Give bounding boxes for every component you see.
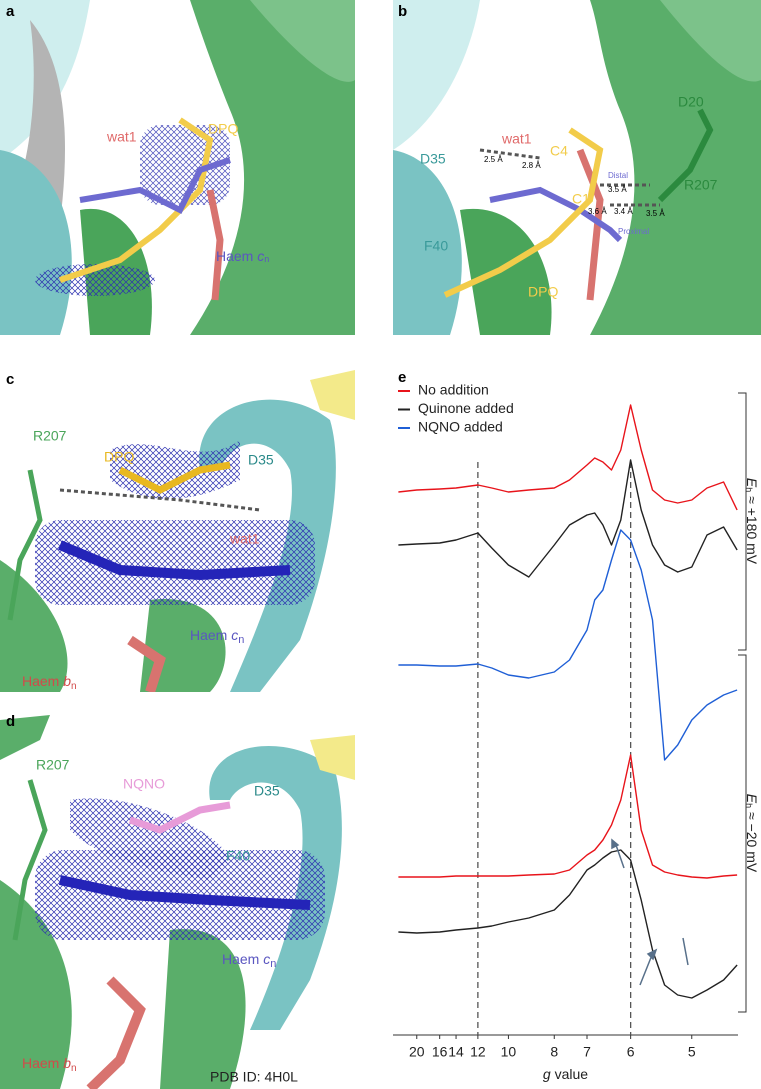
label: wat1 [106, 129, 137, 145]
label: g [543, 1066, 551, 1082]
label: DPQ [104, 449, 134, 465]
label: Haem cn [190, 627, 244, 646]
panel-label: c [6, 371, 14, 388]
label: Distal [608, 171, 628, 180]
label: b [63, 673, 71, 689]
panel-c-image [0, 368, 355, 692]
label: h [744, 487, 754, 492]
arrow [611, 838, 689, 986]
label: 3.5 Å [646, 209, 665, 218]
label: Haem bn [22, 673, 77, 692]
spectrum [398, 529, 738, 761]
label: Haem bn [22, 1055, 77, 1074]
label: NQNO [123, 776, 165, 792]
label: ≈ −20 mV [744, 812, 760, 873]
panel-label: d [6, 713, 15, 730]
label: n [238, 634, 244, 646]
label: 2.8 Å [522, 161, 541, 170]
label: 2.5 Å [484, 155, 503, 164]
label: D35 [420, 151, 446, 167]
label: C1 [572, 191, 590, 207]
label: C4 [550, 143, 568, 159]
label: n [264, 254, 269, 264]
label: Haem [22, 1055, 59, 1071]
label: c [263, 951, 270, 967]
label: b [63, 1055, 71, 1071]
chart: 20 16 14 12 10 8 7 6 5 g value No addition Quinone … [393, 382, 760, 1082]
panel-label: e [398, 369, 406, 386]
label: Haem [222, 951, 259, 967]
label: n [71, 1063, 77, 1074]
label: c [231, 627, 238, 643]
legend-label: No addition [418, 382, 489, 398]
x-tick-label: 20 [409, 1044, 425, 1060]
label: Haem cn [216, 248, 269, 265]
x-tick-label: 16 [432, 1044, 448, 1060]
spectrum [398, 849, 738, 999]
spectrum [398, 459, 738, 578]
label: R207 [36, 757, 70, 773]
label: Proximal [618, 227, 649, 236]
bracket [738, 392, 747, 1013]
label: E [744, 478, 760, 488]
x-tick-label: 5 [688, 1044, 696, 1060]
label: h [744, 803, 754, 808]
label: D20 [678, 94, 704, 110]
label: PDB ID: 4H0L [210, 1069, 298, 1085]
label: F40 [226, 848, 250, 864]
label: value [555, 1066, 589, 1082]
label: Haem [216, 248, 253, 264]
panel-b-image [393, 0, 761, 335]
label: wat1 [229, 531, 260, 547]
x-tick-label: 12 [470, 1044, 486, 1060]
label: 3.4 Å [614, 207, 633, 216]
label: R207 [684, 177, 718, 193]
label: F40 [424, 238, 448, 254]
label: DPQ [528, 284, 558, 300]
label: R207 [33, 428, 67, 444]
label: 3.6 Å [588, 207, 607, 216]
panel-a-image [0, 0, 355, 335]
x-axis-label: g value [543, 1066, 588, 1082]
label: D35 [248, 452, 274, 468]
label: n [71, 681, 77, 692]
x-tick-label: 6 [627, 1044, 635, 1060]
panel-d-image [0, 712, 355, 1089]
spectrum [398, 754, 738, 879]
x-tick-label: 10 [501, 1044, 517, 1060]
label: D35 [254, 783, 280, 799]
panel-label: b [398, 3, 407, 20]
x-tick-label: 14 [448, 1044, 464, 1060]
label: Haem [22, 673, 59, 689]
potential-label: Eh ≈ −20 mV [741, 794, 760, 873]
label: Haem [190, 627, 227, 643]
label: n [270, 958, 276, 970]
label: E [744, 794, 760, 804]
spectrum [398, 404, 738, 511]
panel-label: a [6, 3, 15, 20]
label: wat1 [501, 131, 532, 147]
label: Haem cn [222, 951, 276, 970]
label: ≈ +180 mV [744, 496, 760, 565]
legend-label: NQNO added [418, 419, 503, 435]
potential-label: Eh ≈ +180 mV [741, 478, 760, 565]
label: DPQ [208, 121, 238, 137]
legend-label: Quinone added [418, 400, 514, 416]
label: 3.5 Å [608, 185, 627, 194]
x-tick-label: 8 [550, 1044, 558, 1060]
label: c [257, 248, 264, 264]
x-tick-label: 7 [583, 1044, 591, 1060]
